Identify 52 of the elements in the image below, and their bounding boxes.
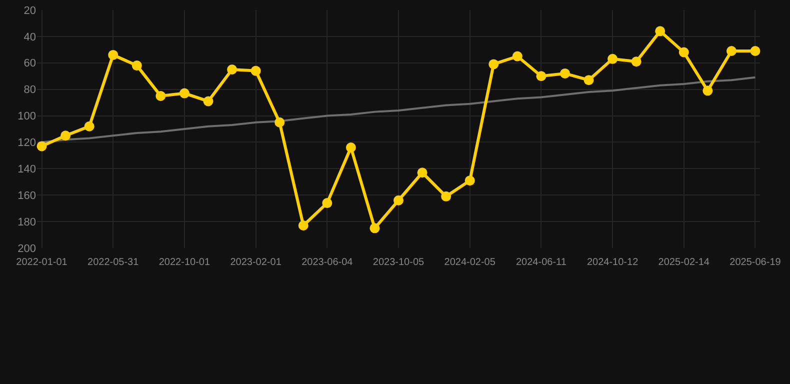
- y-tick-label: 60: [24, 58, 36, 70]
- y-tick-label: 80: [24, 84, 36, 96]
- point: [108, 50, 118, 60]
- point: [417, 168, 428, 178]
- point: [203, 96, 214, 106]
- point: [488, 59, 499, 70]
- point: [322, 198, 332, 208]
- x-tick-label: 2024-02-05: [444, 257, 496, 268]
- y-tick-label: 160: [18, 190, 36, 202]
- point: [464, 176, 475, 186]
- x-tick-label: 2025-06-19: [730, 257, 782, 268]
- x-tick-label: 2023-06-04: [302, 257, 354, 268]
- point: [678, 47, 689, 58]
- y-tick-label: 40: [24, 31, 36, 44]
- x-tick-label: 2024-06-11: [516, 257, 567, 268]
- point: [274, 117, 285, 128]
- y-tick-label: 140: [18, 164, 36, 176]
- point: [156, 90, 166, 101]
- point: [370, 223, 380, 234]
- x-tick-label: 2025-02-14: [658, 257, 710, 268]
- point: [584, 75, 594, 86]
- point: [84, 121, 94, 132]
- x-tick-label: 2024-10-12: [586, 257, 639, 268]
- y-tick-label: 120: [18, 137, 36, 150]
- y-tick-label: 200: [18, 242, 36, 255]
- point: [608, 54, 618, 64]
- y-tick-label: 100: [18, 110, 36, 123]
- point: [36, 141, 47, 152]
- point: [250, 66, 261, 76]
- x-tick-label: 2022-10-01: [158, 257, 210, 268]
- point: [346, 142, 356, 153]
- point: [726, 46, 736, 56]
- point: [750, 46, 760, 56]
- point: [132, 60, 142, 71]
- x-tick-label: 2023-02-01: [230, 257, 282, 268]
- point: [536, 71, 546, 82]
- x-tick-label: 2022-01-01: [16, 257, 68, 268]
- point: [60, 130, 71, 141]
- point: [441, 191, 452, 202]
- point: [631, 56, 642, 67]
- y-tick-label: 20: [24, 4, 36, 17]
- x-tick-label: 2023-10-05: [372, 257, 425, 268]
- point: [560, 68, 570, 78]
- point: [702, 86, 713, 96]
- point: [512, 51, 522, 62]
- y-tick-label: 180: [18, 216, 36, 228]
- point: [227, 64, 238, 74]
- point: [655, 26, 666, 36]
- point: [298, 220, 308, 231]
- x-tick-label: 2022-05-31: [88, 257, 140, 268]
- point: [394, 195, 404, 206]
- point: [179, 88, 190, 98]
